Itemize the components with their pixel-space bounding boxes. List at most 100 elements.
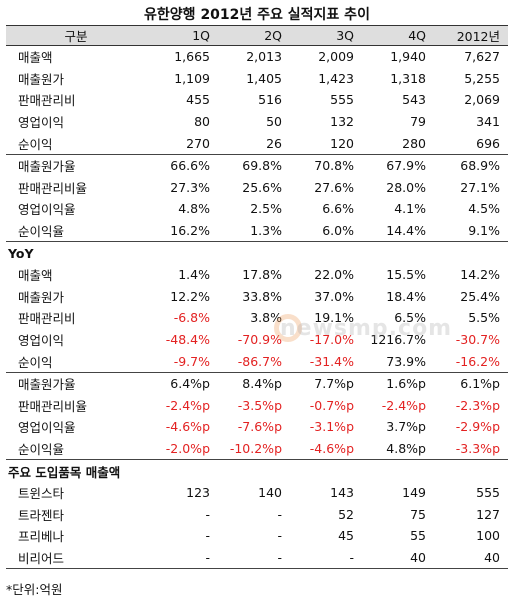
table-cell: -3.5%p [237,397,282,413]
table-cell: 8.4%p [218,371,290,395]
table-cell: 50 [266,114,282,130]
table-cell: 4.1% [394,201,426,217]
table-cell: 2,013 [246,49,282,65]
table-cell: 2,009 [318,49,354,65]
table-cell: -3.3%p [455,440,500,456]
table-cell: 5,255 [464,70,500,86]
table-row: 매출원가율 66.6% 69.8% 70.8% 67.9% 68.9% [6,153,508,177]
table-cell: 6.5% [394,310,426,326]
table-cell: 28.0% [386,179,426,195]
section-label: YoY [6,241,508,264]
table-row: 영업이익율 4.8% 2.5% 6.6% 4.1% 4.5% [6,198,508,220]
table-cell: 270 [186,135,210,151]
table-row: 영업이익율 -4.6%p -7.6%p -3.1%p 3.7%p -2.9%p [6,416,508,438]
table-cell: - [290,546,362,570]
table-cell: -2.0%p [165,440,210,456]
table-cell: 1,318 [390,70,426,86]
header-row: 구분 1Q 2Q 3Q 4Q 2012년 [6,25,508,46]
table-cell: 4.5% [468,201,500,217]
table-cell: 15.5% [386,267,426,283]
table-cell: 14.4% [386,223,426,239]
table-body: 매출액 1,665 2,013 2,009 1,940 7,627 매출원가 1,109 1,4… [6,46,508,570]
table-cell: 33.8% [242,288,282,304]
table-cell: 17.8% [242,267,282,283]
header-3q: 3Q [290,25,362,46]
table-cell: - [277,528,282,544]
table-cell: -4.6%p [165,419,210,435]
table-cell: 25.4% [460,288,500,304]
table-cell: 2,069 [464,92,500,108]
row-label: 영업이익율 [18,420,76,436]
table-cell: -3.1%p [309,419,354,435]
table-cell: -2.4%p [165,397,210,413]
row-label: 영업이익 [18,333,65,349]
row-label: 판매관리비 [18,93,76,109]
table-cell: 123 [186,485,210,501]
table-cell: 2.5% [250,201,282,217]
table-row: 매출원가 12.2% 33.8% 37.0% 18.4% 25.4% [6,286,508,308]
table-cell: 27.1% [460,179,500,195]
table-cell: -0.7%p [309,397,354,413]
table-cell: 341 [476,114,500,130]
table-cell: 280 [402,135,426,151]
table-cell: -17.0% [309,332,354,348]
table-cell: -10.2%p [229,440,282,456]
row-label: 매출원가 [18,71,65,87]
table-cell: 69.8% [218,153,290,177]
row-label: 비리어드 [6,546,146,570]
section-header-row: 주요 도입품목 매출액 [6,459,508,482]
unit-footnote: *단위:억원 [6,582,63,597]
table-cell: 120 [330,135,354,151]
table-cell: 696 [476,135,500,151]
row-label: 순이익 [18,354,53,370]
table-cell: 555 [476,485,500,501]
header-year: 2012년 [434,25,508,46]
table-cell: 7,627 [464,49,500,65]
table-cell: - [277,506,282,522]
table-cell: 127 [476,506,500,522]
table-cell: 66.6% [146,153,218,177]
table-cell: 132 [330,114,354,130]
table-cell: -2.3%p [455,397,500,413]
table-cell: -6.8% [173,310,210,326]
table-cell: 6.0% [322,223,354,239]
row-label: 판매관리비율 [18,180,88,196]
table-row: 판매관리비 -6.8% 3.8% 19.1% 6.5% 5.5% [6,307,508,329]
table-cell: -31.4% [309,353,354,369]
table-row: 영업이익 80 50 132 79 341 [6,111,508,133]
table-cell: 22.0% [314,267,354,283]
row-label: 매출액 [18,268,53,284]
table-cell: 27.3% [170,179,210,195]
table-cell: 79 [410,114,426,130]
row-label: 판매관리비 [18,311,76,327]
table-cell: - [205,506,210,522]
table-cell: -86.7% [237,353,282,369]
table-cell: 52 [338,506,354,522]
row-label: 순이익율 [18,441,65,457]
table-row: 순이익 270 26 120 280 696 [6,132,508,154]
row-label: 영업이익율 [18,202,76,218]
table-cell: 455 [186,92,210,108]
table-cell: 40 [434,546,508,570]
table-cell: 45 [338,528,354,544]
table-row: 순이익율 -2.0%p -10.2%p -4.6%p 4.8%p -3.3%p [6,438,508,460]
table-cell: 6.6% [322,201,354,217]
table-cell: -7.6%p [237,419,282,435]
table-cell: 3.7%p [386,419,426,435]
table-cell: - [205,528,210,544]
table-cell: 19.1% [314,310,354,326]
table-cell: 9.1% [468,223,500,239]
financial-table: 구분 1Q 2Q 3Q 4Q 2012년 매출액 1,665 2,013 2,009 1… [6,25,508,570]
table-cell: 18.4% [386,288,426,304]
table-row: 비리어드 - - -40 40 [6,546,508,570]
table-cell: 12.2% [170,288,210,304]
table-cell: 555 [330,92,354,108]
table-row: 트라젠타 - - 52 75 127 [6,503,508,525]
header-category: 구분 [6,25,146,46]
table-cell: 1.3% [250,223,282,239]
table-cell: 1,405 [246,70,282,86]
table-row: 트윈스타 123 140 143 149 555 [6,482,508,504]
table-cell: 100 [476,528,500,544]
table-cell: 26 [266,135,282,151]
table-cell: 6.1%p [434,371,508,395]
